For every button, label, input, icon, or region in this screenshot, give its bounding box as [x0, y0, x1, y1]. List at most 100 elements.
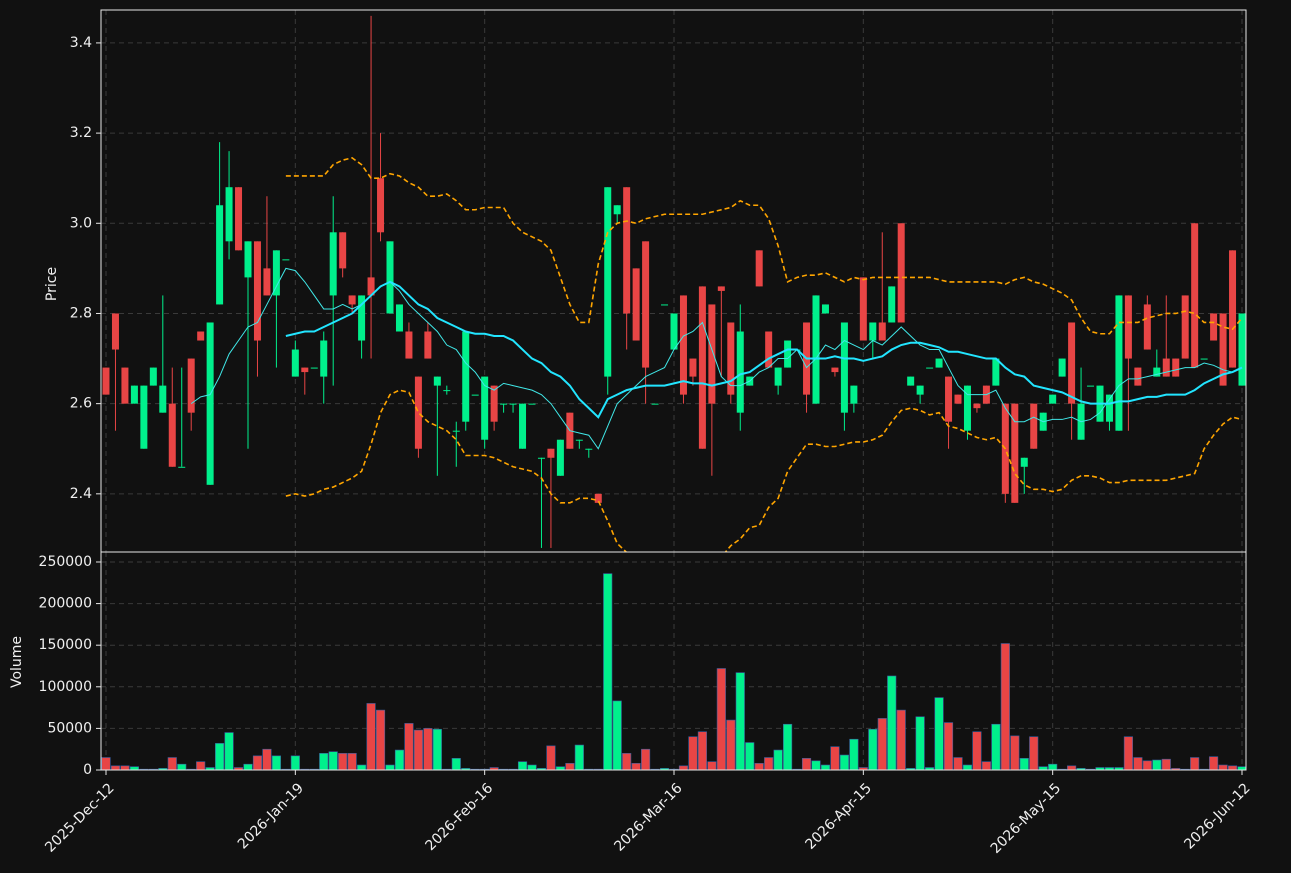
volume-bar	[801, 758, 812, 770]
volume-bar	[385, 764, 395, 770]
candle-body	[717, 286, 725, 291]
volume-bar	[830, 746, 840, 770]
candle-body	[1153, 367, 1161, 377]
candle-body	[216, 205, 224, 305]
volume-bar	[839, 754, 849, 770]
candle-body	[197, 331, 205, 341]
candle-body	[604, 187, 612, 377]
candle-body	[1068, 322, 1076, 404]
volume-bar	[1152, 759, 1162, 770]
volume-bar	[820, 764, 831, 770]
candle-body	[509, 403, 517, 405]
volume-bar	[328, 751, 338, 770]
volume-bar	[1209, 756, 1219, 770]
volume-bar	[375, 709, 386, 770]
volume-bar	[451, 758, 461, 770]
candle-body	[1011, 403, 1019, 503]
price-plot	[101, 10, 1246, 552]
volume-bar	[1000, 643, 1010, 770]
line-series	[285, 389, 1243, 552]
candle-body	[1162, 358, 1170, 377]
volume-bar	[1067, 765, 1077, 770]
candle-body	[1229, 250, 1237, 368]
volume-bar	[357, 764, 367, 770]
volume-bar	[262, 748, 272, 770]
candle-body	[679, 295, 687, 395]
volume-bar	[205, 767, 215, 770]
volume-bar	[527, 764, 537, 770]
candle-body	[481, 376, 489, 440]
volume-bar	[404, 723, 414, 770]
line-series	[285, 280, 1243, 419]
y-tick-label: 3.4	[70, 35, 92, 51]
candle-body	[670, 313, 678, 350]
candle-body	[698, 286, 706, 449]
y-axis-label: Volume	[9, 636, 25, 688]
candle-body	[433, 376, 441, 386]
y-tick-label: 250000	[39, 554, 92, 570]
volume-bar	[697, 731, 707, 770]
y-tick-label: 100000	[39, 679, 92, 695]
volume-bar	[338, 753, 348, 770]
candle-body	[235, 187, 243, 251]
volume-bar	[243, 763, 253, 770]
candle-body	[774, 367, 782, 386]
volume-bar	[622, 753, 632, 770]
candle-body	[945, 376, 953, 422]
candle-body	[642, 241, 650, 368]
candle-body	[755, 250, 763, 287]
volume-bar	[991, 723, 1001, 770]
y-tick-label: 3.2	[70, 125, 92, 141]
volume-bar	[631, 763, 641, 770]
candle-body	[348, 295, 356, 305]
candle-body	[1049, 394, 1057, 404]
volume-bar	[612, 700, 622, 770]
candle-body	[490, 385, 498, 422]
candle-body	[840, 322, 848, 413]
candle-body	[452, 430, 460, 432]
candle-body	[878, 322, 886, 341]
volume-bar	[271, 755, 281, 770]
candle-body	[632, 268, 640, 341]
candle-body	[812, 295, 820, 404]
volume-bar	[849, 738, 859, 770]
candle-body	[149, 367, 157, 386]
candle-body	[926, 367, 934, 369]
candle-body	[244, 241, 252, 278]
volume-bar	[215, 743, 225, 770]
y-tick-label: 3.0	[70, 215, 92, 231]
candle-body	[850, 385, 858, 404]
volume-bar	[546, 745, 556, 770]
volume-bar	[1048, 763, 1058, 770]
candle-body	[916, 385, 924, 395]
candle-body	[206, 322, 214, 485]
volume-bar	[565, 763, 575, 770]
y-tick-label: 2.8	[70, 305, 92, 321]
volume-bar	[517, 761, 528, 770]
candle-body	[821, 304, 829, 314]
volume-bar	[290, 755, 300, 770]
volume-bar	[688, 736, 698, 770]
y-tick-label: 50000	[47, 720, 92, 736]
volume-bar	[1123, 736, 1133, 770]
candle-body	[613, 205, 621, 215]
volume-bar	[943, 722, 954, 770]
volume-bar	[432, 728, 442, 770]
candle-body	[528, 403, 536, 405]
candle-body	[736, 331, 744, 413]
volume-bar	[1161, 758, 1171, 770]
candle-body	[727, 322, 735, 395]
candle-body	[547, 448, 555, 458]
candle-body	[1143, 304, 1151, 350]
volume-bar	[953, 757, 963, 770]
volume-bar	[716, 668, 726, 770]
y-tick-label: 200000	[39, 596, 92, 612]
candle-body	[443, 390, 451, 392]
y-tick-label: 2.4	[70, 486, 92, 502]
candle-body	[263, 268, 271, 296]
volume-bar	[1218, 764, 1228, 770]
candle-body	[329, 232, 337, 296]
volume-bar	[726, 719, 736, 770]
volume-bar	[1029, 736, 1039, 770]
candle-body	[954, 394, 962, 404]
